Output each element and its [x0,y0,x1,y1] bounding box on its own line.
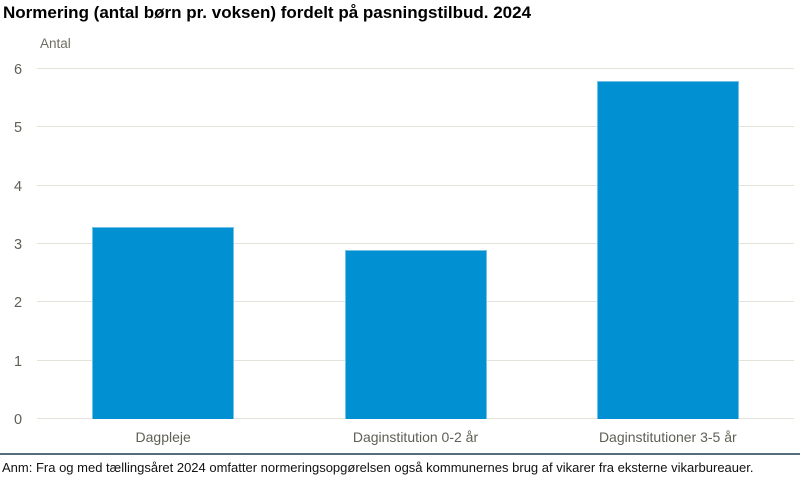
gridline-y-6 [37,68,794,69]
bar-2 [344,249,487,419]
y-tick-label: 5 [13,120,23,137]
gridline-y-5 [37,126,794,128]
footnote-text: Anm: Fra og med tællingsåret 2024 omfatt… [2,460,754,475]
y-axis-unit-label: Antal [40,36,71,51]
bar-1 [92,226,235,419]
y-tick-label: 4 [13,178,23,195]
y-tick-label: 2 [13,295,23,312]
footnote-divider [0,453,800,455]
x-axis-label: Dagpleje [135,429,191,445]
y-tick-label: 3 [13,237,23,253]
y-tick-label: 1 [13,353,23,370]
x-axis-label: Daginstitution 0-2 år [352,429,479,445]
x-axis-label: Daginstitutioner 3-5 år [598,429,737,445]
gridline-y-4 [37,184,794,186]
chart-title: Normering (antal børn pr. voksen) fordel… [3,3,532,22]
y-tick-label: 6 [13,62,23,78]
bar-3 [596,80,739,419]
gridline-y-3 [37,243,794,244]
plot-area: 0 1 2 3 4 5 6 Dagpleje Daginstitution 0-2 år Dagi… [14,62,794,445]
y-tick-label: 0 [13,412,23,428]
